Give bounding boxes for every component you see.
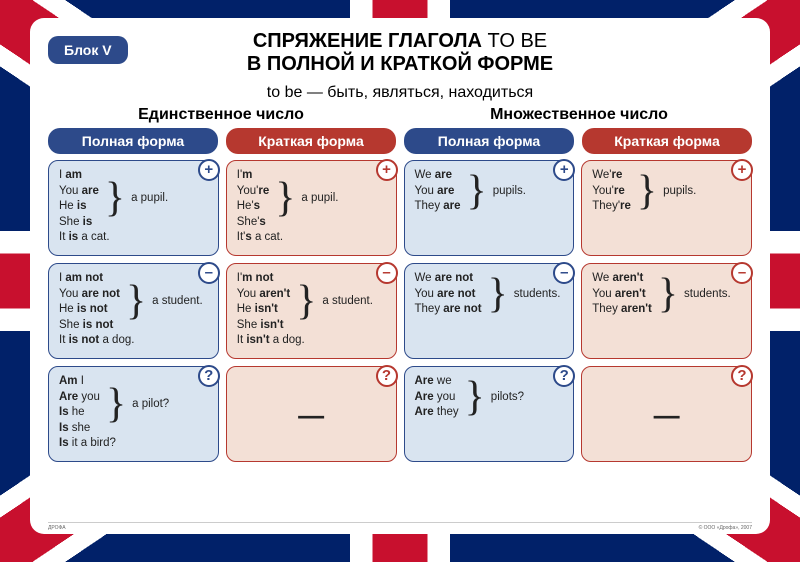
lines: We areYou areThey are: [415, 168, 461, 215]
footer-right: © ООО «Дрофа», 2007: [699, 525, 752, 531]
dash: —: [592, 374, 741, 433]
section-row: Единственное число Множественное число: [48, 106, 752, 124]
brace-icon: }: [105, 186, 125, 211]
header-full-2: Полная форма: [404, 128, 574, 154]
section-singular: Единственное число: [48, 106, 394, 124]
footer: ДРОФА © ООО «Дрофа», 2007: [48, 522, 752, 531]
object: a pupil.: [301, 191, 338, 207]
cell-sg-short-q: ? —: [226, 366, 397, 462]
plus-icon: +: [376, 159, 398, 181]
title-tobe: TO BE: [488, 30, 548, 52]
minus-icon: –: [376, 262, 398, 284]
cell-pl-full-neg: – We are notYou are notThey are not } st…: [404, 263, 575, 359]
title-line-1: СПРЯЖЕНИЕ ГЛАГОЛА: [253, 30, 482, 52]
question-icon: ?: [553, 365, 575, 387]
minus-icon: –: [553, 262, 575, 284]
cell-pl-full-pos: + We areYou areThey are } pupils.: [404, 160, 575, 256]
lines: I am notYou are notHe is notShe is not: [59, 271, 120, 333]
brace-icon: }: [488, 282, 508, 307]
object: a student.: [152, 294, 203, 310]
plus-icon: +: [553, 159, 575, 181]
minus-icon: –: [198, 262, 220, 284]
cell-pl-short-pos: + We'reYou'reThey're } pupils.: [581, 160, 752, 256]
lines: Are weAre youAre they: [415, 374, 459, 421]
object: a pilot?: [132, 397, 169, 413]
brace-icon: }: [637, 179, 657, 204]
headers-row: Полная форма Краткая форма Полная форма …: [48, 128, 752, 154]
brace-icon: }: [275, 186, 295, 211]
question-icon: ?: [198, 365, 220, 387]
object: a student.: [322, 294, 373, 310]
section-plural: Множественное число: [406, 106, 752, 124]
extra: It's a cat.: [237, 230, 386, 246]
extra: It isn't a dog.: [237, 333, 386, 349]
header-short-2: Краткая форма: [582, 128, 752, 154]
dash: —: [237, 374, 386, 433]
header-short-1: Краткая форма: [226, 128, 396, 154]
object: pupils.: [663, 184, 696, 200]
header-full-1: Полная форма: [48, 128, 218, 154]
question-icon: ?: [731, 365, 753, 387]
lines: I'mYou'reHe'sShe's: [237, 168, 269, 230]
extra: Is it a bird?: [59, 436, 208, 452]
brace-icon: }: [465, 385, 485, 410]
question-icon: ?: [376, 365, 398, 387]
brace-icon: }: [467, 179, 487, 204]
object: a pupil.: [131, 191, 168, 207]
cell-pl-short-neg: – We aren'tYou aren'tThey aren't } stude…: [581, 263, 752, 359]
cell-pl-full-q: ? Are weAre youAre they } pilots?: [404, 366, 575, 462]
extra: It is a cat.: [59, 230, 208, 246]
block-tab: Блок V: [48, 36, 128, 64]
object: students.: [684, 287, 731, 303]
cell-pl-short-q: ? —: [581, 366, 752, 462]
object: pilots?: [491, 390, 524, 406]
plus-icon: +: [198, 159, 220, 181]
subtitle: to be — быть, являться, находиться: [48, 84, 752, 102]
lines: We aren'tYou aren'tThey aren't: [592, 271, 652, 318]
uk-flag-background: Блок V СПРЯЖЕНИЕ ГЛАГОЛА TO BE В ПОЛНОЙ …: [0, 0, 800, 562]
cell-sg-full-neg: – I am notYou are notHe is notShe is not…: [48, 263, 219, 359]
lines: Am IAre youIs heIs she: [59, 374, 100, 436]
cell-sg-short-pos: + I'mYou'reHe'sShe's } a pupil. It's a c…: [226, 160, 397, 256]
brace-icon: }: [658, 282, 678, 307]
object: pupils.: [493, 184, 526, 200]
lines: I amYou areHe isShe is: [59, 168, 99, 230]
conjugation-grid: + I amYou areHe isShe is } a pupil. It i…: [48, 160, 752, 462]
cell-sg-full-pos: + I amYou areHe isShe is } a pupil. It i…: [48, 160, 219, 256]
brace-icon: }: [296, 289, 316, 314]
plus-icon: +: [731, 159, 753, 181]
lines: I'm notYou aren'tHe isn'tShe isn't: [237, 271, 290, 333]
object: students.: [514, 287, 561, 303]
cell-sg-full-q: ? Am IAre youIs heIs she } a pilot? Is i…: [48, 366, 219, 462]
cell-sg-short-neg: – I'm notYou aren'tHe isn'tShe isn't } a…: [226, 263, 397, 359]
extra: It is not a dog.: [59, 333, 208, 349]
lines: We'reYou'reThey're: [592, 168, 631, 215]
main-title: СПРЯЖЕНИЕ ГЛАГОЛА TO BE В ПОЛНОЙ И КРАТК…: [48, 30, 752, 76]
brace-icon: }: [126, 289, 146, 314]
minus-icon: –: [731, 262, 753, 284]
lines: We are notYou are notThey are not: [415, 271, 482, 318]
brace-icon: }: [106, 392, 126, 417]
footer-left: ДРОФА: [48, 525, 66, 531]
title-line-2: В ПОЛНОЙ И КРАТКОЙ ФОРМЕ: [247, 53, 553, 75]
poster-panel: Блок V СПРЯЖЕНИЕ ГЛАГОЛА TO BE В ПОЛНОЙ …: [30, 18, 770, 534]
